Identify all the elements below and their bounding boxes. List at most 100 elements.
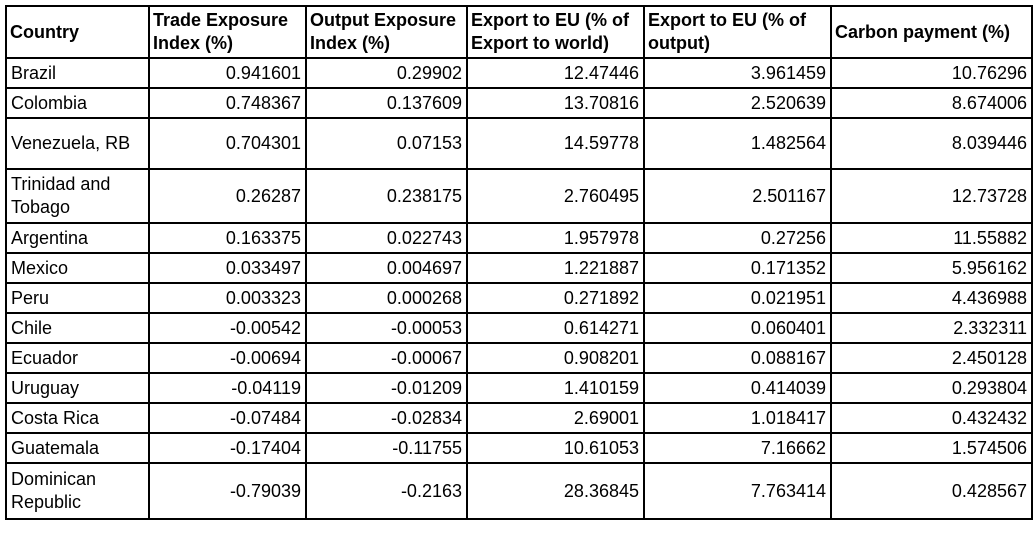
value-cell: 2.520639: [643, 87, 832, 120]
value-cell: 13.70816: [466, 87, 645, 120]
value-cell: 14.59778: [466, 117, 645, 171]
value-cell: 12.47446: [466, 57, 645, 90]
value-cell: 0.163375: [148, 222, 307, 255]
value-cell: 8.674006: [830, 87, 1033, 120]
value-cell: -0.07484: [148, 402, 307, 435]
value-cell: 10.61053: [466, 432, 645, 465]
table-row: Uruguay -0.04119 -0.01209 1.410159 0.414039 0…: [5, 372, 1033, 405]
value-cell: -0.02834: [305, 402, 468, 435]
value-cell: 1.221887: [466, 252, 645, 285]
value-cell: 0.004697: [305, 252, 468, 285]
value-cell: 4.436988: [830, 282, 1033, 315]
column-header-0: Country: [5, 4, 150, 60]
table-row: Guatemala -0.17404 -0.11755 10.61053 7.16662…: [5, 432, 1033, 465]
value-cell: 0.033497: [148, 252, 307, 285]
table-row: Colombia 0.748367 0.137609 13.70816 2.520639…: [5, 87, 1033, 120]
table-container: Country Trade Exposure Index (%) Output Ex…: [5, 4, 1033, 521]
value-cell: 0.941601: [148, 57, 307, 90]
value-cell: 12.73728: [830, 168, 1033, 225]
country-cell: Mexico: [5, 252, 150, 285]
table-row: Venezuela, RB 0.704301 0.07153 14.59778 1.48…: [5, 117, 1033, 171]
value-cell: 0.137609: [305, 87, 468, 120]
value-cell: 0.27256: [643, 222, 832, 255]
value-cell: 0.003323: [148, 282, 307, 315]
value-cell: 0.022743: [305, 222, 468, 255]
value-cell: 0.26287: [148, 168, 307, 225]
table-row: Chile -0.00542 -0.00053 0.614271 0.060401 2.3…: [5, 312, 1033, 345]
country-cell: Costa Rica: [5, 402, 150, 435]
value-cell: -0.00694: [148, 342, 307, 375]
value-cell: 10.76296: [830, 57, 1033, 90]
table-row: Peru 0.003323 0.000268 0.271892 0.021951 4.43…: [5, 282, 1033, 315]
value-cell: 0.238175: [305, 168, 468, 225]
value-cell: 0.000268: [305, 282, 468, 315]
country-cell: Uruguay: [5, 372, 150, 405]
table-row: Brazil 0.941601 0.29902 12.47446 3.961459 10.…: [5, 57, 1033, 90]
value-cell: 0.428567: [830, 462, 1033, 521]
value-cell: 1.410159: [466, 372, 645, 405]
value-cell: 0.704301: [148, 117, 307, 171]
country-cell: Chile: [5, 312, 150, 345]
value-cell: 0.614271: [466, 312, 645, 345]
table-row: Costa Rica -0.07484 -0.02834 2.69001 1.01841…: [5, 402, 1033, 435]
header-row: Country Trade Exposure Index (%) Output Ex…: [5, 4, 1033, 60]
value-cell: 2.760495: [466, 168, 645, 225]
country-cell: Colombia: [5, 87, 150, 120]
value-cell: 0.060401: [643, 312, 832, 345]
value-cell: 0.414039: [643, 372, 832, 405]
value-cell: -0.11755: [305, 432, 468, 465]
value-cell: 0.293804: [830, 372, 1033, 405]
table-row: Trinidad and Tobago 0.26287 0.238175 2.7604…: [5, 168, 1033, 225]
value-cell: 3.961459: [643, 57, 832, 90]
value-cell: 7.16662: [643, 432, 832, 465]
value-cell: 0.271892: [466, 282, 645, 315]
value-cell: -0.00067: [305, 342, 468, 375]
table-row: Mexico 0.033497 0.004697 1.221887 0.171352 5.…: [5, 252, 1033, 285]
value-cell: 1.957978: [466, 222, 645, 255]
value-cell: 28.36845: [466, 462, 645, 521]
country-exposure-table: Country Trade Exposure Index (%) Output Ex…: [5, 4, 1033, 521]
value-cell: 2.69001: [466, 402, 645, 435]
value-cell: 1.574506: [830, 432, 1033, 465]
value-cell: 2.450128: [830, 342, 1033, 375]
value-cell: -0.01209: [305, 372, 468, 405]
value-cell: 8.039446: [830, 117, 1033, 171]
value-cell: 2.332311: [830, 312, 1033, 345]
column-header-1: Trade Exposure Index (%): [148, 4, 307, 60]
value-cell: -0.17404: [148, 432, 307, 465]
value-cell: 0.021951: [643, 282, 832, 315]
column-header-2: Output Exposure Index (%): [305, 4, 468, 60]
value-cell: 0.07153: [305, 117, 468, 171]
country-cell: Argentina: [5, 222, 150, 255]
table-row: Argentina 0.163375 0.022743 1.957978 0.27256…: [5, 222, 1033, 255]
value-cell: 11.55882: [830, 222, 1033, 255]
value-cell: 0.748367: [148, 87, 307, 120]
table-row: Dominican Republic -0.79039 -0.2163 28.3684…: [5, 462, 1033, 521]
column-header-4: Export to EU (% of output): [643, 4, 832, 60]
country-cell: Trinidad and Tobago: [5, 168, 150, 225]
country-cell: Venezuela, RB: [5, 117, 150, 171]
country-cell: Guatemala: [5, 432, 150, 465]
column-header-5: Carbon payment (%): [830, 4, 1033, 60]
value-cell: -0.00053: [305, 312, 468, 345]
country-cell: Ecuador: [5, 342, 150, 375]
value-cell: 1.018417: [643, 402, 832, 435]
value-cell: 1.482564: [643, 117, 832, 171]
value-cell: -0.00542: [148, 312, 307, 345]
value-cell: 5.956162: [830, 252, 1033, 285]
value-cell: 2.501167: [643, 168, 832, 225]
country-cell: Brazil: [5, 57, 150, 90]
table-body: Brazil 0.941601 0.29902 12.47446 3.961459 10.…: [5, 57, 1033, 521]
value-cell: 0.908201: [466, 342, 645, 375]
value-cell: 0.29902: [305, 57, 468, 90]
country-cell: Dominican Republic: [5, 462, 150, 521]
value-cell: -0.79039: [148, 462, 307, 521]
value-cell: 0.171352: [643, 252, 832, 285]
value-cell: -0.04119: [148, 372, 307, 405]
column-header-3: Export to EU (% of Export to world): [466, 4, 645, 60]
table-row: Ecuador -0.00694 -0.00067 0.908201 0.088167 2…: [5, 342, 1033, 375]
value-cell: 0.432432: [830, 402, 1033, 435]
value-cell: 0.088167: [643, 342, 832, 375]
value-cell: 7.763414: [643, 462, 832, 521]
value-cell: -0.2163: [305, 462, 468, 521]
